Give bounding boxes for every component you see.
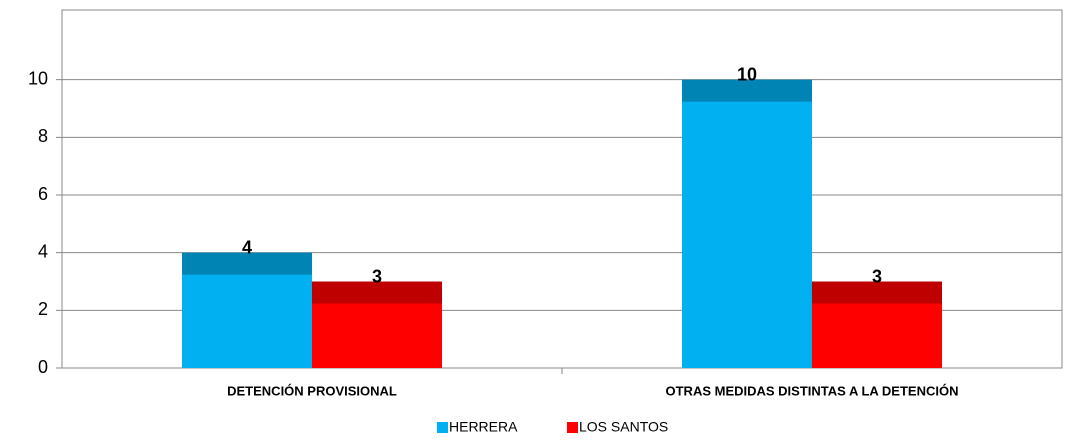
bar — [682, 79, 812, 369]
y-tick-label: 6 — [38, 184, 48, 204]
data-label: 10 — [737, 64, 757, 84]
bar-cap — [182, 252, 312, 275]
data-label: 3 — [372, 266, 382, 286]
bar — [812, 281, 942, 368]
y-tick-label: 10 — [28, 68, 48, 88]
y-tick-label: 4 — [38, 241, 48, 261]
y-tick-label: 2 — [38, 299, 48, 319]
legend-label: LOS SANTOS — [579, 419, 668, 435]
legend-swatch — [567, 422, 578, 433]
bar-cap — [312, 281, 442, 304]
legend-label: HERRERA — [449, 419, 518, 435]
x-tick-label: OTRAS MEDIDAS DISTINTAS A LA DETENCIÓN — [666, 383, 959, 398]
bar — [182, 252, 312, 368]
data-label: 3 — [872, 266, 882, 286]
bar-cap — [812, 281, 942, 304]
y-tick-label: 0 — [38, 357, 48, 377]
bar-cap — [682, 79, 812, 102]
x-tick-label: DETENCIÓN PROVISIONAL — [227, 383, 397, 398]
data-label: 4 — [242, 237, 252, 257]
bar — [312, 281, 442, 368]
y-tick-label: 8 — [38, 126, 48, 146]
legend-swatch — [437, 422, 448, 433]
